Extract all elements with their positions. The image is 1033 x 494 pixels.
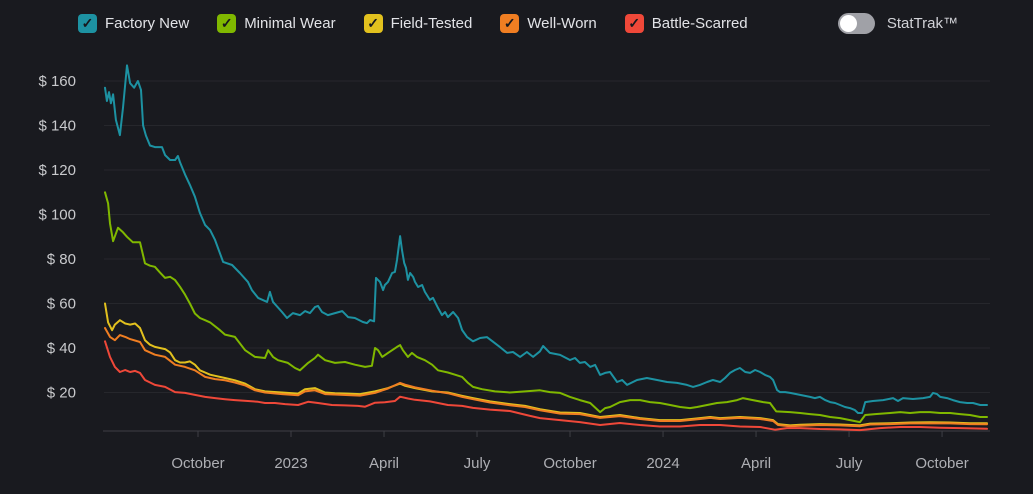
checkbox-check-icon[interactable]: ✓ (363, 13, 383, 33)
series-line-minimal-wear (104, 191, 988, 424)
checkbox-check-icon[interactable]: ✓ (624, 13, 644, 33)
toggle-knob-icon (839, 14, 857, 32)
legend-label: Minimal Wear (244, 14, 336, 32)
checkbox-check-icon[interactable]: ✓ (78, 13, 97, 33)
x-axis-label: April (369, 455, 399, 472)
x-axis-label: 2023 (274, 455, 307, 472)
wear-legend: ✓ Factory New ✓ Minimal Wear ✓ Field-Tes… (78, 11, 1033, 35)
x-axis-label: 2024 (646, 455, 679, 472)
y-axis-label: $ 60 (47, 296, 76, 313)
legend-item-battle-scarred[interactable]: ✓ Battle-Scarred (624, 13, 748, 33)
stattrak-control: StatTrak™ (837, 12, 958, 34)
stattrak-label: StatTrak™ (886, 14, 958, 32)
x-axis-label: October (171, 455, 224, 472)
legend-item-factory-new[interactable]: ✓ Factory New (78, 13, 190, 33)
series-line-factory-new (104, 64, 988, 414)
y-axis-label: $ 20 (47, 385, 76, 402)
stattrak-toggle[interactable] (837, 12, 875, 34)
legend-label: Battle-Scarred (651, 14, 748, 32)
checkbox-check-icon[interactable]: ✓ (500, 13, 520, 33)
x-axis-label: July (464, 455, 491, 472)
legend-label: Field-Tested (390, 14, 473, 32)
y-axis-label: $ 120 (38, 162, 76, 179)
x-axis-label: July (836, 455, 863, 472)
x-axis-label: April (741, 455, 771, 472)
y-axis-label: $ 40 (47, 340, 76, 357)
series-line-battle-scarred (104, 340, 988, 432)
y-axis-label: $ 80 (47, 251, 76, 268)
x-axis-label: October (543, 455, 596, 472)
legend-label: Factory New (105, 14, 190, 32)
legend-label: Well-Worn (527, 14, 597, 32)
x-axis-label: October (915, 455, 968, 472)
y-axis-label: $ 160 (38, 73, 76, 90)
legend-item-field-tested[interactable]: ✓ Field-Tested (363, 13, 473, 33)
y-axis-label: $ 140 (38, 118, 76, 135)
y-axis-label: $ 100 (38, 207, 76, 224)
legend-item-minimal-wear[interactable]: ✓ Minimal Wear (217, 13, 336, 33)
series-line-well-worn (104, 327, 988, 428)
series-line-field-tested (104, 302, 988, 427)
checkbox-check-icon[interactable]: ✓ (217, 13, 237, 33)
legend-item-well-worn[interactable]: ✓ Well-Worn (500, 13, 597, 33)
